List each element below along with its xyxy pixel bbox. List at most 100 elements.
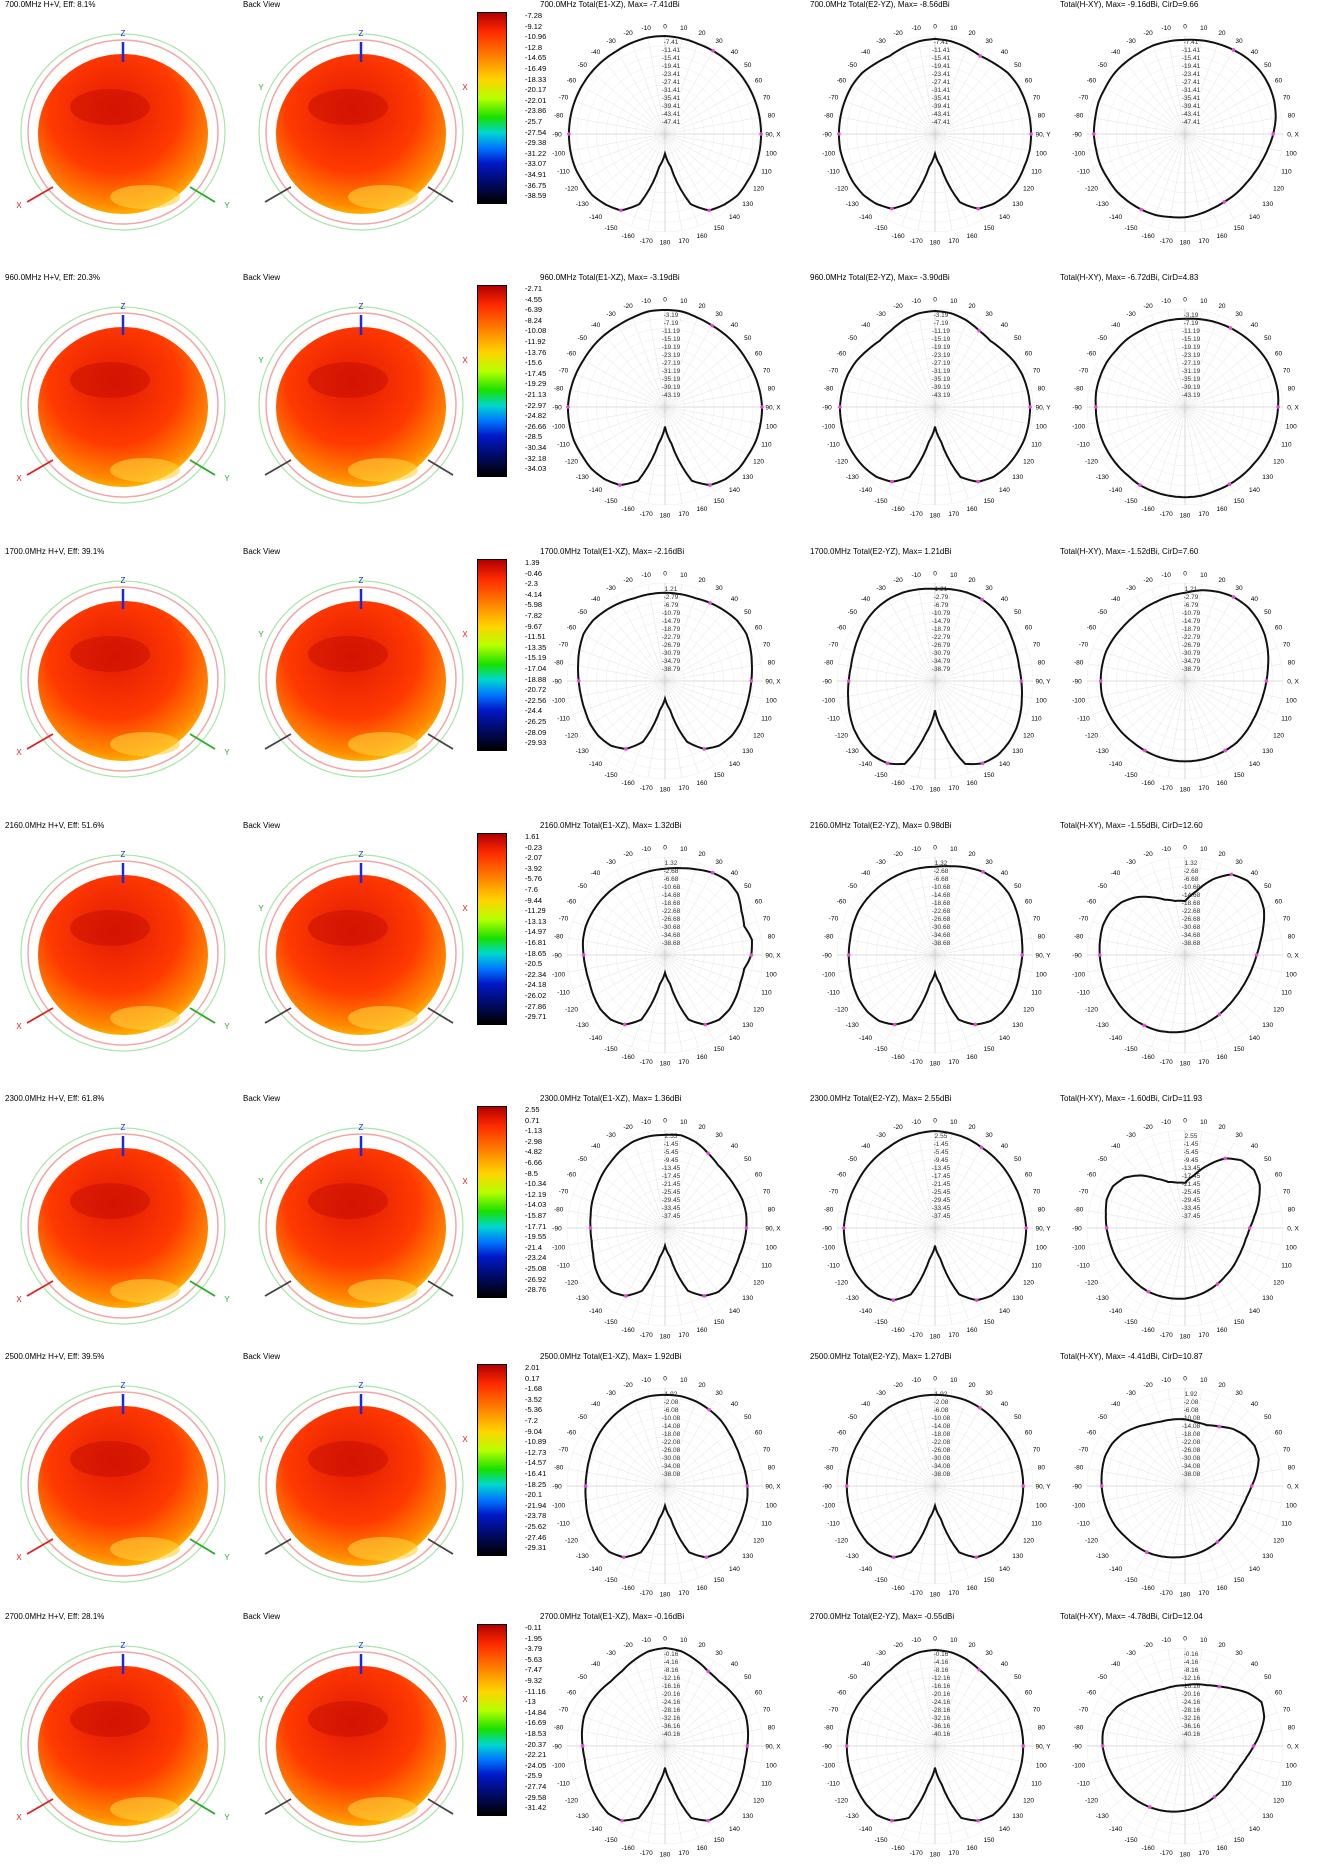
polar-angle-label: 20 bbox=[968, 851, 976, 858]
colorbar-tick: -4.14 bbox=[525, 589, 543, 599]
polar-ring-label: -32.16 bbox=[932, 1715, 951, 1722]
pattern-solid bbox=[38, 327, 208, 487]
polar-angle-label: -150 bbox=[604, 772, 617, 779]
polar-angle-label: 100 bbox=[1286, 1244, 1297, 1251]
polar-ring-label: -23.19 bbox=[1182, 352, 1201, 359]
polar-angle-label: 150 bbox=[984, 498, 995, 505]
polar-angle-label: 80 bbox=[1288, 660, 1296, 667]
polar-angle-label: 0 bbox=[1183, 24, 1187, 31]
polar-angle-label: -70 bbox=[1079, 1447, 1089, 1454]
polar-angle-label: 100 bbox=[766, 423, 777, 430]
polar-ring-label: -34.68 bbox=[932, 932, 951, 939]
polar-ring-label: -20.16 bbox=[662, 1691, 681, 1698]
polar-angle-label: -90 bbox=[1072, 405, 1082, 412]
polar-angle-label: -140 bbox=[859, 761, 872, 768]
colorbar-tick: -25.62 bbox=[525, 1522, 547, 1531]
polar-angle-label: 60 bbox=[1025, 1172, 1033, 1179]
colorbar-tick: -12.73 bbox=[525, 1447, 547, 1457]
polar-ring-label: -29.45 bbox=[932, 1197, 951, 1204]
polar-title: 2500.0MHz Total(E1-XZ), Max= 1.92dBi bbox=[540, 1352, 682, 1361]
polar-angle-label: 40 bbox=[1251, 596, 1259, 603]
polar-ring-label: -27.41 bbox=[932, 79, 951, 86]
colorbar-tick: -12.19 bbox=[525, 1189, 547, 1199]
colorbar-tick: -20.72 bbox=[525, 685, 547, 695]
polar-angle-label: -100 bbox=[822, 971, 835, 978]
polar-pattern-curve bbox=[838, 309, 1032, 483]
polar-ring-label: -35.19 bbox=[1182, 376, 1201, 383]
polar-ring-label: -3.19 bbox=[664, 312, 679, 319]
polar-angle-label: 40 bbox=[1001, 322, 1009, 329]
polar-angle-label: 0, X bbox=[1287, 1226, 1299, 1233]
polar-angle-label: 140 bbox=[729, 214, 740, 221]
polar-ring-label: -5.45 bbox=[1184, 1149, 1199, 1156]
colorbar-tick: -20.37 bbox=[525, 1739, 547, 1749]
polar-marker bbox=[623, 1022, 627, 1027]
polar-angle-label: 70 bbox=[763, 642, 771, 649]
polar-title: Total(H-XY), Max= -9.16dBi, CirD=9.66 bbox=[1060, 0, 1199, 9]
polar-ring-label: -15.41 bbox=[662, 55, 681, 62]
colorbar-tick: -22.34 bbox=[525, 969, 547, 979]
polar-angle-label: 20 bbox=[698, 577, 706, 584]
polar-marker bbox=[1231, 595, 1236, 599]
polar-angle-label: 120 bbox=[1273, 1007, 1284, 1014]
polar-angle-label: -160 bbox=[1142, 1054, 1155, 1061]
polar-ring-label: -12.16 bbox=[662, 1675, 681, 1682]
polar-pattern-curve bbox=[842, 1129, 1028, 1302]
frequency-row: 700.0MHz H+V, Eff: 8.1% Z X Y Back View Z X Y -7… bbox=[0, 0, 1327, 258]
polar-angle-label: -30 bbox=[1126, 38, 1136, 45]
polar-angle-label: 90, X bbox=[765, 679, 781, 686]
colorbar-tick: -38.59 bbox=[525, 191, 547, 201]
polar-angle-label: 60 bbox=[1275, 351, 1283, 358]
polar-angle-label: -120 bbox=[835, 1280, 848, 1287]
frequency-row: 1700.0MHz H+V, Eff: 39.1% Z X Y Back View Z X Y… bbox=[0, 547, 1327, 805]
polar-ring-label: -35.41 bbox=[1182, 95, 1201, 102]
polar-angle-label: 130 bbox=[742, 1295, 753, 1302]
polar-marker bbox=[1028, 405, 1032, 409]
polar-pattern-curve bbox=[838, 37, 1032, 210]
colorbar-tick: -0.46 bbox=[525, 568, 543, 578]
polar-angle-label: 140 bbox=[1249, 214, 1260, 221]
polar-ring-label: -40.16 bbox=[932, 1731, 951, 1738]
view-title: 2300.0MHz H+V, Eff: 61.8% bbox=[5, 1094, 105, 1103]
polar-ring-label: -35.41 bbox=[932, 95, 951, 102]
pattern-solid bbox=[38, 54, 208, 214]
polar-angle-label: -50 bbox=[578, 62, 588, 69]
svg-text:X: X bbox=[16, 474, 22, 483]
polar-ring-label: -10.68 bbox=[1182, 884, 1201, 891]
pattern-back-svg: Z X Y bbox=[258, 1381, 468, 1583]
polar-ring-label: -5.45 bbox=[664, 1149, 679, 1156]
polar-angle-label: 90, X bbox=[765, 953, 781, 960]
polar-ring-label: -30.79 bbox=[662, 650, 681, 657]
colorbar-tick: -17.45 bbox=[525, 368, 547, 378]
polar-ring-label: -47.41 bbox=[1182, 119, 1201, 126]
polar-angle-label: -100 bbox=[1072, 1762, 1085, 1769]
colorbar-tick: -11.92 bbox=[525, 337, 546, 346]
colorbar-tick: -27.86 bbox=[525, 1001, 547, 1011]
polar-ring-label: -11.41 bbox=[1182, 47, 1200, 54]
polar-angle-label: 50 bbox=[1264, 883, 1272, 890]
polar-angle-label: -160 bbox=[1142, 1327, 1155, 1334]
polar-marker bbox=[974, 1555, 978, 1560]
polar-angle-label: 30 bbox=[715, 38, 723, 45]
polar-angle-label: 60 bbox=[1275, 899, 1283, 906]
polar-angle-label: 130 bbox=[1262, 1295, 1273, 1302]
polar-angle-label: -110 bbox=[1077, 1780, 1090, 1787]
polar-angle-label: -140 bbox=[859, 1308, 872, 1315]
polar-ring-label: -31.41 bbox=[932, 87, 951, 94]
polar-ring-label: -6.68 bbox=[664, 876, 679, 883]
polar-angle-label: -40 bbox=[591, 1401, 601, 1408]
polar-ring-label: -16.16 bbox=[1182, 1683, 1201, 1690]
colorbar-tick: -24.4 bbox=[525, 706, 543, 716]
polar-angle-label: 170 bbox=[948, 1059, 959, 1066]
polar-marker bbox=[707, 208, 711, 213]
polar-angle-label: 150 bbox=[984, 225, 995, 232]
colorbar-tick: -27.54 bbox=[525, 127, 547, 137]
polar-angle-label: 40 bbox=[731, 322, 739, 329]
polar-ring-label: -15.41 bbox=[1182, 55, 1201, 62]
polar-angle-label: -10 bbox=[912, 298, 922, 305]
colorbar-tick: -14.97 bbox=[525, 927, 547, 937]
polar-angle-label: -70 bbox=[1079, 95, 1089, 102]
polar-pattern-curve bbox=[1098, 873, 1266, 1034]
polar-ring-label: -34.08 bbox=[932, 1463, 951, 1470]
polar-angle-label: 60 bbox=[1275, 625, 1283, 632]
